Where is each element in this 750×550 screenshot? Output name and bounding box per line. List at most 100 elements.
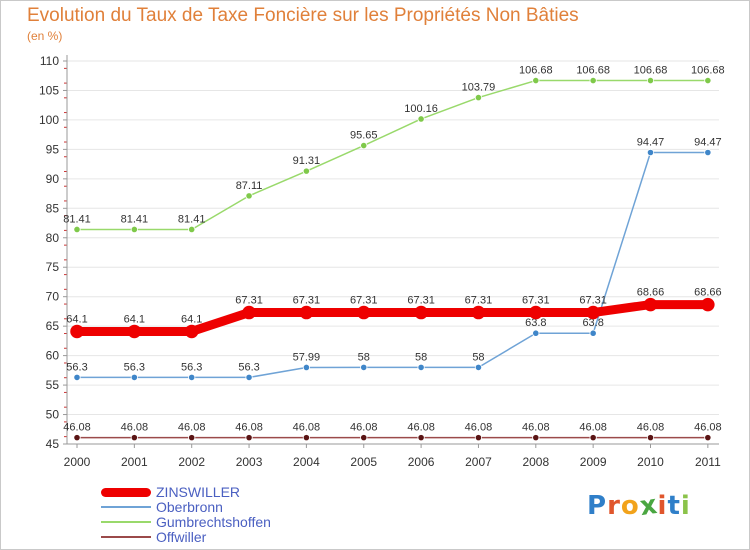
data-point — [188, 434, 196, 442]
data-label: 68.66 — [637, 287, 665, 299]
data-label: 46.08 — [579, 422, 607, 434]
data-label: 100.16 — [404, 103, 438, 115]
data-point — [704, 76, 712, 85]
data-point — [643, 297, 658, 312]
logo-letter: i — [657, 491, 668, 521]
y-tick-label: 75 — [46, 260, 60, 274]
data-label: 81.41 — [121, 213, 149, 225]
data-point — [417, 115, 425, 123]
data-label: 67.31 — [235, 295, 263, 307]
x-tick-label: 2007 — [465, 455, 492, 469]
legend-label: Gumbrechtshoffen — [156, 514, 271, 530]
data-point — [360, 434, 368, 442]
data-label: 56.3 — [66, 361, 87, 373]
data-label: 56.3 — [124, 361, 145, 373]
data-label: 63.8 — [582, 317, 603, 329]
data-label: 58 — [472, 351, 484, 363]
data-point — [589, 76, 597, 85]
data-point — [646, 434, 655, 442]
data-point — [471, 305, 486, 320]
logo-letter: r — [607, 491, 621, 521]
y-tick-label: 45 — [46, 437, 60, 451]
data-label: 87.11 — [236, 180, 263, 192]
proxiti-logo[interactable]: Proxiti — [587, 489, 691, 523]
logo-letter: t — [667, 491, 681, 521]
data-label: 57.99 — [293, 351, 321, 363]
y-tick-label: 55 — [46, 378, 60, 392]
data-point — [474, 363, 483, 371]
data-label: 68.66 — [694, 287, 722, 299]
data-label: 95.65 — [350, 130, 378, 142]
logo-letter: i — [680, 491, 691, 521]
data-point — [130, 434, 138, 442]
y-tick-label: 65 — [46, 319, 60, 333]
data-label: 63.8 — [525, 317, 546, 329]
data-point — [646, 148, 655, 157]
data-label: 103.79 — [462, 82, 496, 94]
y-tick-label: 90 — [46, 172, 60, 186]
data-label: 46.08 — [178, 422, 206, 434]
data-label: 46.08 — [121, 422, 149, 434]
data-point — [414, 305, 428, 320]
series-line — [76, 151, 709, 379]
logo-letter: P — [587, 491, 608, 521]
x-tick-label: 2009 — [580, 455, 607, 469]
data-label: 106.68 — [519, 65, 553, 77]
x-tick-label: 2001 — [121, 455, 148, 469]
data-point — [184, 324, 199, 339]
data-point — [704, 434, 712, 442]
data-label: 46.08 — [637, 422, 665, 434]
y-tick-label: 110 — [40, 54, 59, 68]
data-point — [245, 434, 253, 442]
data-label: 46.08 — [522, 422, 550, 434]
legend-label: Offwiller — [156, 529, 207, 545]
data-point — [188, 373, 196, 382]
data-point — [532, 329, 540, 337]
data-point — [70, 324, 84, 339]
x-tick-label: 2002 — [178, 455, 205, 469]
data-label: 106.68 — [691, 65, 725, 77]
data-point — [130, 373, 138, 382]
data-label: 67.31 — [293, 295, 321, 307]
data-point — [130, 225, 138, 234]
data-label: 56.3 — [181, 361, 202, 373]
data-point — [73, 434, 81, 442]
data-point — [646, 76, 655, 85]
data-label: 46.08 — [407, 422, 435, 434]
data-label: 81.41 — [178, 213, 206, 225]
data-point — [589, 329, 597, 337]
data-label: 46.08 — [235, 422, 263, 434]
data-label: 106.68 — [576, 65, 610, 77]
data-label: 67.31 — [522, 295, 550, 307]
legend-label: ZINSWILLER — [156, 484, 241, 500]
data-point — [302, 363, 310, 372]
data-label: 94.47 — [694, 137, 722, 149]
data-point — [245, 373, 253, 382]
line-chart: 45 50 55 60 65 70 75 80 85 90 95 100 105 110 2000 2001 2… — [39, 54, 725, 469]
y-tick-label: 100 — [39, 113, 59, 127]
data-label: 91.31 — [293, 155, 321, 167]
logo-letter: x — [637, 489, 660, 523]
data-point — [245, 192, 253, 200]
y-tick-label: 95 — [46, 142, 60, 156]
legend-swatch — [101, 487, 151, 497]
y-tick-label: 85 — [46, 201, 60, 215]
x-tick-label: 2003 — [236, 455, 263, 469]
x-tick-label: 2005 — [350, 455, 377, 469]
data-point — [188, 225, 196, 234]
data-point — [701, 297, 715, 312]
data-point — [417, 363, 425, 371]
data-label: 64.1 — [181, 313, 202, 325]
data-point — [299, 305, 314, 320]
data-point — [302, 434, 310, 442]
y-tick-label: 105 — [39, 83, 59, 97]
legend-label: Oberbronn — [156, 499, 223, 515]
chart-title: Evolution du Taux de Taxe Foncière sur l… — [27, 5, 579, 26]
data-point — [73, 225, 81, 234]
data-point — [529, 305, 543, 320]
x-tick-label: 2006 — [408, 455, 435, 469]
data-point — [417, 434, 425, 442]
data-point — [532, 434, 540, 442]
legend-swatch — [101, 506, 151, 508]
